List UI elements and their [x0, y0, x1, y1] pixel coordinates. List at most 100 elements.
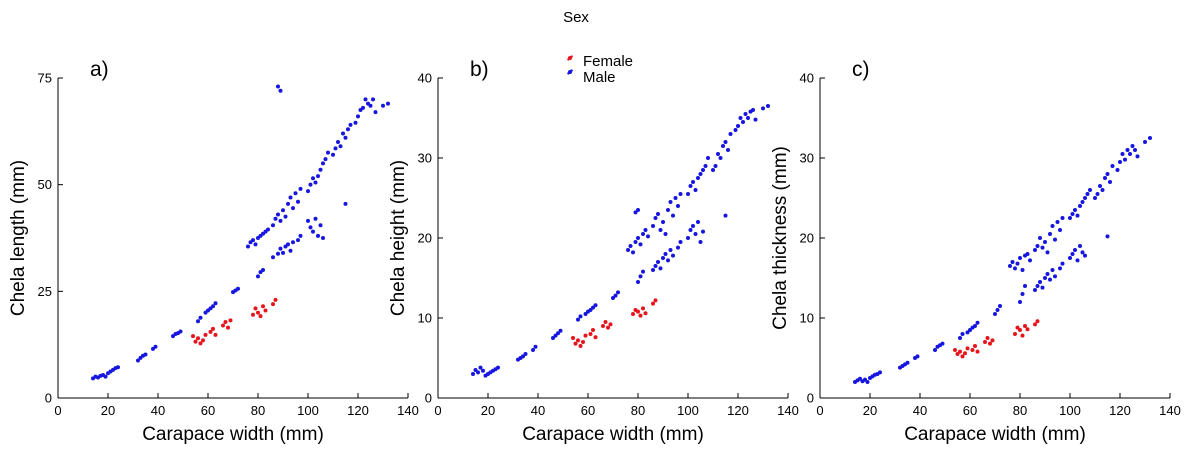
- legend-title: Sex: [563, 9, 589, 26]
- data-point-female: [198, 341, 203, 346]
- data-point-male: [116, 365, 120, 370]
- data-point-male: [713, 164, 718, 168]
- data-point-male: [746, 116, 750, 120]
- data-point-male: [688, 228, 693, 232]
- data-point-female: [603, 320, 608, 324]
- data-point-male: [701, 229, 705, 234]
- data-point-male: [523, 352, 528, 356]
- y-tick-label: 75: [38, 71, 52, 86]
- data-point-male: [716, 152, 720, 156]
- data-point-female: [251, 312, 255, 317]
- data-point-male: [688, 184, 693, 188]
- data-point-male: [1130, 144, 1135, 148]
- data-point-male: [276, 212, 280, 217]
- x-axis-label: Carapace width (mm): [142, 424, 324, 445]
- data-point-male: [743, 112, 748, 116]
- data-point-female: [638, 313, 643, 318]
- data-point-male: [1028, 258, 1032, 263]
- y-tick-label: 10: [418, 311, 432, 326]
- data-point-male: [478, 365, 483, 370]
- data-point-female: [223, 320, 228, 325]
- data-point-male: [281, 208, 285, 213]
- data-point-male: [276, 84, 280, 89]
- data-point-male: [661, 220, 665, 224]
- data-point-male: [271, 255, 275, 260]
- data-point-male: [933, 348, 937, 352]
- data-point-male: [1148, 136, 1152, 140]
- x-tick-label: 0: [54, 403, 61, 418]
- data-point-male: [638, 242, 643, 247]
- data-point-male: [531, 348, 535, 352]
- data-point-male: [1118, 160, 1122, 164]
- x-axis-label: Carapace width (mm): [904, 424, 1086, 445]
- data-point-male: [1050, 224, 1055, 228]
- data-point-male: [1055, 220, 1060, 224]
- data-point-male: [1035, 244, 1040, 248]
- data-point-male: [736, 124, 740, 128]
- data-point-male: [271, 223, 275, 228]
- data-point-male: [1135, 154, 1140, 159]
- data-point-male: [136, 358, 140, 363]
- data-point-male: [728, 132, 733, 136]
- series-male: [91, 84, 390, 381]
- data-point-male: [1020, 268, 1025, 272]
- data-point-male: [308, 225, 313, 230]
- data-point-male: [321, 161, 325, 166]
- data-point-male: [721, 144, 725, 148]
- data-point-male: [993, 312, 997, 316]
- data-point-male: [556, 331, 560, 336]
- data-point-male: [1075, 258, 1080, 263]
- data-point-male: [473, 368, 478, 372]
- data-point-male: [678, 192, 683, 196]
- data-point-female: [583, 333, 588, 338]
- data-point-male: [551, 336, 555, 340]
- data-point-male: [316, 174, 320, 179]
- data-point-female: [591, 328, 595, 332]
- legend: Female Male: [567, 53, 633, 86]
- data-point-female: [641, 306, 645, 311]
- data-point-male: [341, 131, 345, 136]
- x-tick-label: 120: [347, 403, 369, 418]
- data-point-male: [751, 108, 755, 112]
- data-point-male: [636, 208, 640, 212]
- x-tick-label: 140: [1159, 403, 1181, 418]
- data-point-male: [726, 148, 730, 152]
- data-point-male: [558, 328, 563, 333]
- data-point-female: [636, 309, 640, 314]
- data-point-female: [631, 312, 635, 316]
- data-point-female: [221, 323, 225, 328]
- x-tick-label: 120: [1109, 403, 1131, 418]
- data-point-male: [968, 328, 972, 332]
- data-point-female: [576, 338, 580, 343]
- data-point-female: [203, 332, 208, 337]
- data-point-male: [313, 180, 318, 185]
- data-point-male: [1083, 253, 1087, 258]
- data-point-male: [626, 248, 630, 252]
- data-point-male: [103, 374, 108, 379]
- data-point-male: [753, 117, 758, 122]
- data-point-male: [278, 246, 283, 251]
- data-point-male: [865, 380, 870, 384]
- data-point-male: [646, 234, 650, 239]
- data-point-male: [246, 244, 250, 249]
- data-point-male: [1018, 256, 1022, 260]
- data-point-male: [1105, 172, 1110, 176]
- data-point-female: [651, 301, 655, 306]
- data-point-male: [298, 186, 303, 191]
- data-point-male: [1045, 272, 1050, 276]
- data-point-male: [278, 218, 283, 223]
- data-point-male: [236, 286, 240, 291]
- data-point-female: [578, 344, 583, 348]
- data-point-male: [1015, 261, 1020, 266]
- data-point-male: [973, 324, 977, 328]
- data-point-male: [633, 210, 638, 215]
- data-point-male: [273, 216, 278, 221]
- data-point-female: [1015, 325, 1020, 330]
- data-point-male: [1043, 240, 1047, 244]
- data-point-male: [738, 116, 743, 120]
- data-point-male: [1058, 228, 1062, 232]
- data-point-male: [288, 248, 293, 253]
- data-point-male: [1093, 196, 1097, 200]
- data-point-male: [381, 103, 385, 108]
- data-point-male: [591, 305, 595, 310]
